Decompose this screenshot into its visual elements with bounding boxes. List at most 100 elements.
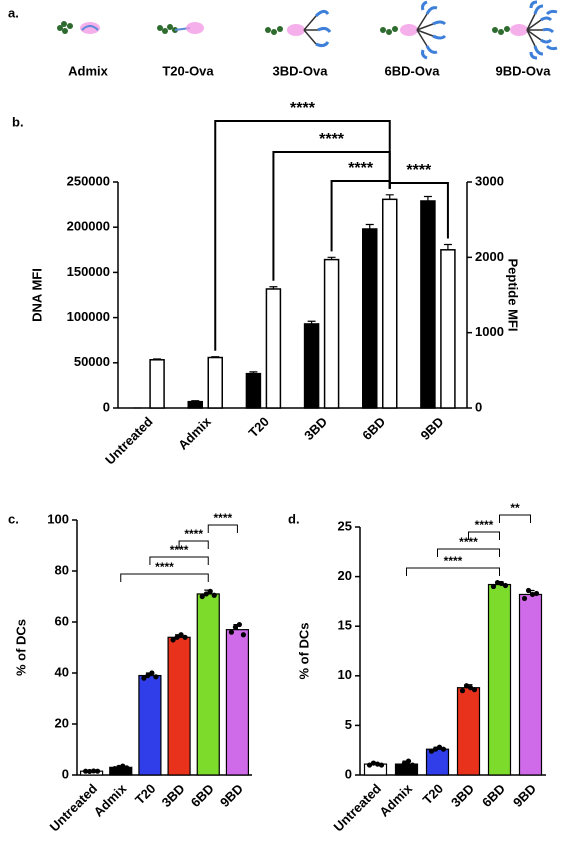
- bar: [420, 200, 436, 409]
- x-tick-label: T20: [246, 414, 272, 440]
- schematic-label: T20-Ova: [162, 63, 214, 78]
- y-tick-label: 0: [62, 766, 69, 781]
- significance-bracket: [207, 524, 238, 533]
- data-point: [374, 761, 381, 767]
- y-axis-title: % of DCs: [13, 619, 28, 676]
- panel-label: b.: [12, 114, 24, 129]
- significance-bracket: [468, 531, 500, 540]
- error-bar: [365, 223, 374, 230]
- data-point: [153, 674, 159, 680]
- icon: [265, 9, 332, 48]
- significance-bracket: [406, 567, 500, 576]
- data-point: [236, 621, 243, 628]
- icon: [57, 21, 100, 34]
- significance-bracket: [499, 514, 531, 523]
- y-tick-label: 80: [55, 562, 69, 577]
- y-tick-label: 0: [345, 766, 352, 781]
- data-point: [199, 593, 205, 600]
- x-tick-label: 9BD: [217, 781, 246, 810]
- x-tick-label: Untreated: [102, 414, 156, 468]
- data-point: [498, 580, 505, 587]
- data-point: [494, 579, 501, 586]
- y-tick-label: 25: [338, 518, 352, 533]
- icon: [492, 0, 558, 60]
- y-tick-label: 20: [55, 715, 69, 730]
- data-point: [207, 588, 213, 595]
- significance-label: ****: [213, 511, 232, 525]
- data-point: [86, 768, 93, 775]
- y-tick-label: 40: [55, 664, 69, 679]
- significance-label: ****: [406, 162, 432, 179]
- significance-label: ****: [155, 560, 174, 574]
- y-tick-label: 0: [103, 399, 110, 414]
- data-point: [82, 768, 89, 774]
- significance-bracket: [149, 556, 209, 565]
- data-point: [428, 748, 435, 754]
- significance-bracket: [272, 151, 391, 281]
- data-point: [174, 634, 180, 640]
- icon: [157, 22, 204, 34]
- y2-axis-title: Peptide MFI: [506, 259, 521, 332]
- data-point: [467, 685, 474, 691]
- error-bar: [423, 195, 432, 201]
- significance-bracket: [178, 540, 209, 549]
- significance-bracket: [388, 182, 449, 239]
- panel-label: a.: [8, 5, 19, 20]
- x-tick-label: 3BD: [448, 781, 477, 810]
- x-tick-label: T20: [420, 781, 446, 807]
- bar: [518, 593, 543, 776]
- significance-label: ****: [475, 518, 494, 532]
- data-point: [440, 746, 447, 752]
- schematic-label: 6BD-Ova: [385, 63, 441, 78]
- y2-tick-label: 1000: [475, 324, 504, 339]
- y-tick-label: 250000: [67, 173, 110, 188]
- y-tick-label: 100: [47, 511, 69, 526]
- bar: [382, 198, 398, 409]
- data-point: [463, 683, 470, 689]
- x-tick-label: Admix: [91, 780, 130, 819]
- data-point: [397, 764, 404, 770]
- significance-bracket: [330, 180, 391, 252]
- significance-label: ****: [319, 131, 345, 148]
- error-bar: [269, 286, 278, 289]
- data-point: [211, 592, 217, 598]
- significance-label: ****: [290, 100, 316, 117]
- significance-bracket: [120, 573, 209, 582]
- data-point: [228, 629, 235, 635]
- data-point: [436, 744, 443, 750]
- data-point: [378, 762, 385, 768]
- y-axis-title: DNA MFI: [29, 268, 44, 322]
- significance-label: ****: [444, 554, 463, 568]
- data-point: [471, 687, 478, 693]
- data-point: [232, 624, 239, 630]
- data-point: [409, 762, 416, 768]
- bar: [207, 356, 223, 409]
- y-tick-label: 10: [338, 667, 352, 682]
- y-tick-label: 100000: [67, 309, 110, 324]
- x-tick-label: Admix: [376, 780, 415, 819]
- data-point: [170, 637, 176, 643]
- error-bar: [443, 243, 452, 250]
- bar: [265, 288, 282, 409]
- x-tick-label: 6BD: [479, 781, 508, 810]
- data-point: [432, 746, 439, 752]
- data-point: [533, 590, 540, 597]
- bar: [487, 583, 512, 776]
- y-tick-label: 200000: [67, 219, 110, 234]
- y-tick-label: 50000: [74, 354, 110, 369]
- y-tick-label: 60: [55, 613, 69, 628]
- error-bar: [249, 371, 258, 374]
- schematic-label: Admix: [68, 63, 109, 78]
- bar: [187, 400, 203, 409]
- x-tick-label: 6BD: [359, 414, 388, 443]
- bar: [167, 636, 191, 776]
- significance-label: ****: [170, 543, 189, 557]
- bar: [303, 323, 320, 409]
- x-tick-label: 3BD: [159, 781, 188, 810]
- significance-label: ****: [184, 527, 203, 541]
- x-tick-label: 6BD: [188, 781, 217, 810]
- error-bar: [385, 194, 394, 200]
- data-point: [405, 758, 412, 764]
- y-tick-label: 15: [338, 618, 352, 633]
- bar: [362, 228, 378, 409]
